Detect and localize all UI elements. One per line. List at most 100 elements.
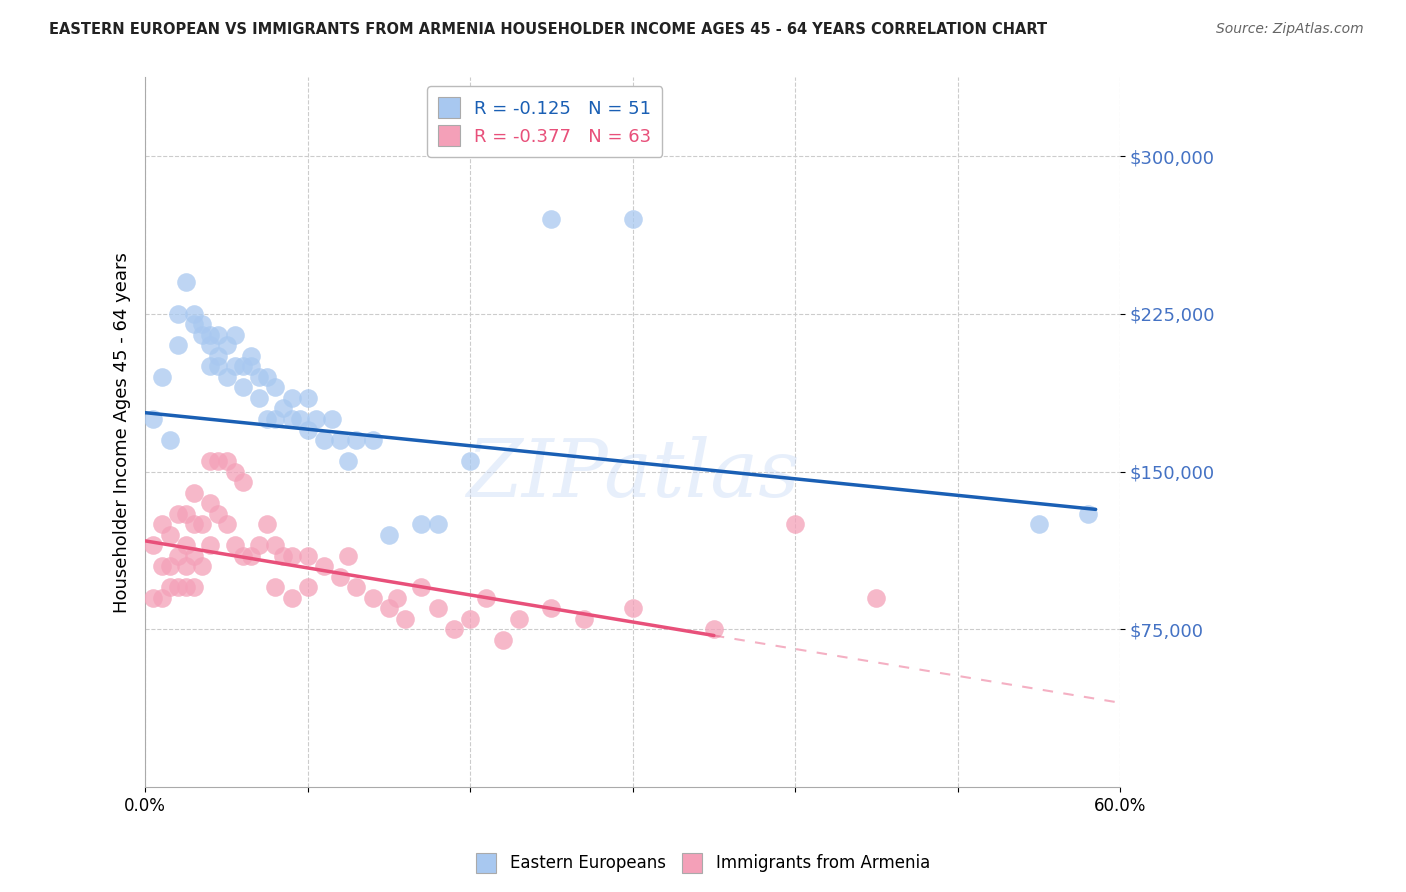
Point bbox=[385, 591, 408, 605]
Point bbox=[378, 601, 401, 615]
Point bbox=[865, 591, 887, 605]
Point bbox=[224, 359, 246, 374]
Point bbox=[174, 507, 197, 521]
Point bbox=[426, 517, 449, 532]
Point bbox=[280, 391, 302, 405]
Point bbox=[174, 580, 197, 594]
Point bbox=[256, 412, 278, 426]
Legend: Eastern Europeans, Immigrants from Armenia: Eastern Europeans, Immigrants from Armen… bbox=[470, 847, 936, 880]
Point bbox=[174, 538, 197, 552]
Point bbox=[207, 507, 229, 521]
Point bbox=[785, 517, 807, 532]
Point bbox=[426, 601, 449, 615]
Point bbox=[183, 517, 205, 532]
Point bbox=[200, 338, 222, 352]
Point bbox=[540, 212, 562, 227]
Point bbox=[142, 412, 165, 426]
Point bbox=[191, 327, 214, 342]
Point bbox=[191, 559, 214, 574]
Point bbox=[159, 580, 181, 594]
Point bbox=[280, 549, 302, 563]
Point bbox=[492, 632, 515, 647]
Point bbox=[312, 559, 335, 574]
Point bbox=[215, 517, 238, 532]
Point bbox=[337, 454, 360, 468]
Point bbox=[166, 580, 188, 594]
Point bbox=[458, 612, 481, 626]
Point bbox=[256, 370, 278, 384]
Point bbox=[174, 559, 197, 574]
Y-axis label: Householder Income Ages 45 - 64 years: Householder Income Ages 45 - 64 years bbox=[114, 252, 131, 613]
Point bbox=[305, 412, 328, 426]
Point bbox=[264, 580, 287, 594]
Point bbox=[247, 538, 270, 552]
Point bbox=[264, 412, 287, 426]
Point bbox=[337, 549, 360, 563]
Point bbox=[1076, 507, 1098, 521]
Point bbox=[224, 327, 246, 342]
Point bbox=[256, 517, 278, 532]
Point bbox=[166, 507, 188, 521]
Point bbox=[239, 359, 262, 374]
Point bbox=[273, 549, 295, 563]
Point bbox=[159, 559, 181, 574]
Point bbox=[191, 318, 214, 332]
Legend: R = -0.125   N = 51, R = -0.377   N = 63: R = -0.125 N = 51, R = -0.377 N = 63 bbox=[427, 87, 662, 157]
Point bbox=[142, 538, 165, 552]
Point bbox=[572, 612, 595, 626]
Point bbox=[508, 612, 530, 626]
Point bbox=[239, 549, 262, 563]
Point bbox=[200, 359, 222, 374]
Point bbox=[621, 601, 644, 615]
Point bbox=[297, 391, 319, 405]
Point bbox=[458, 454, 481, 468]
Text: ZIPatlas: ZIPatlas bbox=[465, 436, 800, 514]
Point bbox=[346, 433, 368, 447]
Point bbox=[150, 559, 173, 574]
Point bbox=[280, 591, 302, 605]
Point bbox=[273, 401, 295, 416]
Point bbox=[540, 601, 562, 615]
Point bbox=[200, 327, 222, 342]
Point bbox=[150, 370, 173, 384]
Point bbox=[297, 549, 319, 563]
Point bbox=[200, 454, 222, 468]
Point bbox=[200, 538, 222, 552]
Point bbox=[475, 591, 498, 605]
Point bbox=[280, 412, 302, 426]
Point bbox=[329, 433, 352, 447]
Point bbox=[297, 580, 319, 594]
Point bbox=[232, 549, 254, 563]
Point bbox=[361, 433, 384, 447]
Point bbox=[247, 391, 270, 405]
Point bbox=[703, 622, 725, 636]
Point bbox=[191, 517, 214, 532]
Point bbox=[1028, 517, 1050, 532]
Point bbox=[183, 580, 205, 594]
Point bbox=[232, 359, 254, 374]
Point bbox=[166, 338, 188, 352]
Point bbox=[159, 527, 181, 541]
Point bbox=[183, 485, 205, 500]
Point bbox=[166, 549, 188, 563]
Point bbox=[264, 380, 287, 394]
Point bbox=[183, 307, 205, 321]
Point bbox=[159, 433, 181, 447]
Point bbox=[411, 580, 433, 594]
Point bbox=[166, 307, 188, 321]
Point bbox=[297, 423, 319, 437]
Point bbox=[443, 622, 465, 636]
Point bbox=[621, 212, 644, 227]
Point bbox=[150, 591, 173, 605]
Point bbox=[239, 349, 262, 363]
Point bbox=[215, 370, 238, 384]
Point bbox=[378, 527, 401, 541]
Point bbox=[207, 359, 229, 374]
Point bbox=[321, 412, 343, 426]
Point bbox=[183, 549, 205, 563]
Point bbox=[215, 338, 238, 352]
Point bbox=[361, 591, 384, 605]
Point bbox=[207, 327, 229, 342]
Point bbox=[232, 475, 254, 489]
Point bbox=[264, 538, 287, 552]
